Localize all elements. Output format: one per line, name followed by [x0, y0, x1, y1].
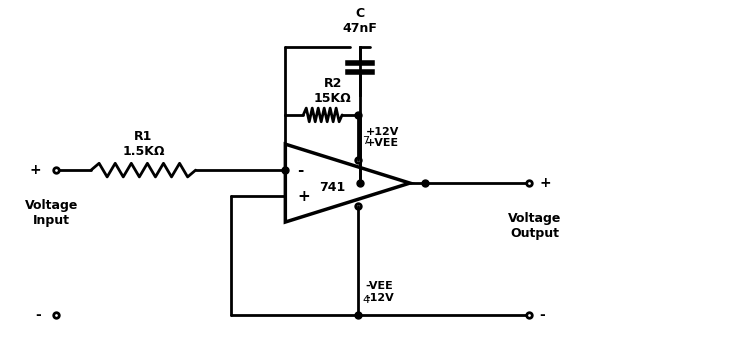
Text: C
47nF: C 47nF — [343, 7, 377, 35]
Text: -: - — [539, 308, 545, 322]
Text: +: + — [297, 189, 310, 204]
Text: +: + — [539, 176, 551, 190]
Text: -VEE
-12V: -VEE -12V — [365, 281, 394, 303]
Text: 741: 741 — [319, 181, 345, 195]
Text: +: + — [29, 163, 41, 177]
Text: -: - — [297, 163, 304, 177]
Text: +12V
+VEE: +12V +VEE — [365, 127, 399, 148]
Text: Voltage
Output: Voltage Output — [508, 212, 561, 240]
Text: Voltage
Input: Voltage Input — [25, 199, 78, 227]
Text: R2
15KΩ: R2 15KΩ — [314, 77, 352, 105]
Text: 7: 7 — [362, 136, 370, 146]
Text: R1
1.5KΩ: R1 1.5KΩ — [122, 131, 164, 159]
Text: 4: 4 — [362, 295, 370, 305]
Text: -: - — [35, 308, 41, 322]
